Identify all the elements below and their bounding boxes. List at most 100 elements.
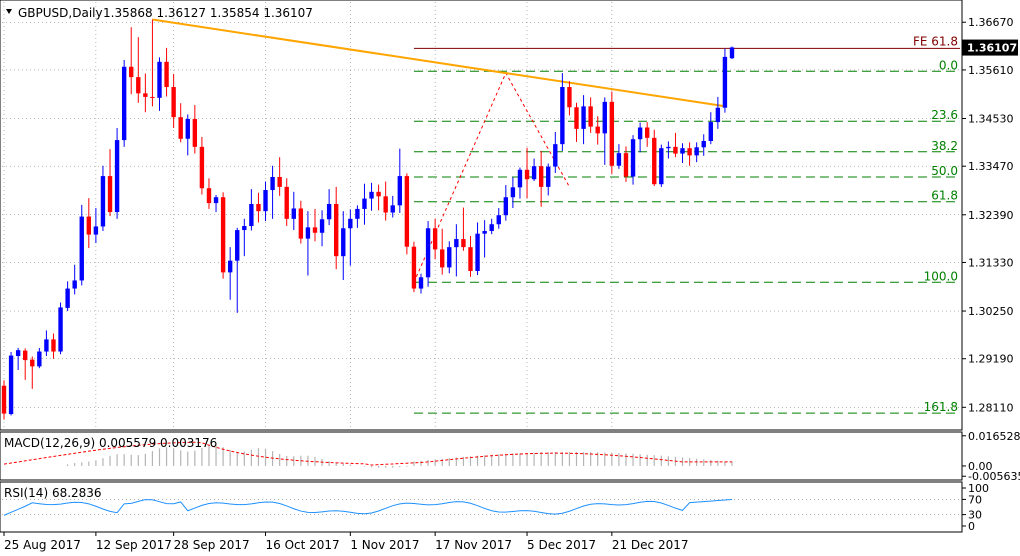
candle-body [644, 127, 650, 138]
candle [79, 204, 84, 286]
candle-body [341, 228, 346, 257]
candle-body [199, 146, 205, 189]
candle [227, 247, 233, 300]
candle-body [461, 239, 466, 248]
candle-body [701, 141, 706, 148]
candle [213, 194, 219, 213]
rsi-tick-label: 30 [968, 509, 982, 522]
candle [475, 222, 480, 276]
fe-level-label: FE 61.8 [913, 34, 958, 48]
price-tick-label: 1.35610 [968, 64, 1014, 77]
candle-body [680, 148, 685, 154]
date-tick-label: 1 Nov 2017 [350, 538, 419, 552]
candle-body [355, 208, 360, 219]
candle-body [531, 166, 537, 180]
candle [595, 116, 600, 145]
candle-body [595, 126, 600, 134]
candle-body [136, 77, 141, 94]
candle-body [227, 260, 233, 273]
candle-body [581, 106, 586, 129]
candle-body [574, 107, 579, 129]
fib-level-label: 23.6 [931, 108, 958, 122]
candle-body [729, 47, 735, 59]
candle [72, 264, 77, 295]
candle [418, 273, 424, 294]
candle-body [312, 227, 318, 233]
rsi-panel-frame [0, 481, 963, 533]
candle-body [560, 87, 565, 145]
candle [701, 134, 706, 156]
candle-body [510, 187, 516, 198]
trendline-layer [152, 18, 726, 283]
price-tick-label: 1.30250 [968, 305, 1014, 318]
candle-body [496, 215, 501, 225]
candle-body [171, 87, 176, 118]
candle [312, 208, 318, 242]
candle-body [8, 355, 14, 415]
candle-body [30, 359, 35, 367]
candle [574, 102, 579, 142]
candle-body [524, 169, 530, 180]
candle-body [623, 153, 629, 177]
candle-body [249, 203, 254, 227]
candle [100, 165, 106, 231]
candle-body [411, 246, 417, 289]
candle-body [546, 166, 551, 187]
rsi-tick-label: 0 [968, 520, 975, 533]
candle-body [440, 249, 445, 268]
candle [644, 122, 650, 147]
collapse-triangle-icon[interactable] [6, 9, 12, 14]
candle-body [79, 216, 84, 281]
candle [461, 207, 466, 251]
macd-signal-line [3, 441, 732, 466]
date-tick-label: 17 Nov 2017 [435, 538, 512, 552]
candle-body [107, 176, 113, 213]
candle-body [114, 140, 120, 213]
candles-layer [1, 19, 735, 420]
candle [560, 73, 565, 151]
candle-body [630, 139, 636, 177]
candle [447, 241, 452, 274]
candle-body [454, 239, 459, 248]
candle [121, 60, 127, 147]
candle-body [178, 117, 183, 139]
candle [319, 210, 325, 247]
candle-body [206, 188, 212, 204]
candle-body [503, 197, 509, 216]
candle [482, 220, 487, 258]
candle [58, 302, 63, 355]
candle-body [23, 350, 28, 361]
candle-body [376, 191, 381, 197]
candle [503, 185, 509, 221]
fibonacci-levels: 0.0 23.6 38.2 50.0 61.8 100.0 161.8 FE 61.8 [413, 34, 960, 414]
fib-level-label: 161.8 [924, 400, 958, 414]
candle [553, 132, 558, 173]
candle [659, 144, 664, 187]
candle [284, 178, 289, 227]
candle [454, 224, 459, 277]
fib-level-label: 38.2 [931, 139, 958, 153]
candle [171, 73, 176, 128]
candle [199, 136, 205, 195]
candle [326, 189, 332, 226]
candle [468, 235, 473, 277]
candle [348, 209, 353, 266]
candle-body [609, 101, 615, 166]
candle-body [44, 339, 49, 352]
candle-body [235, 230, 240, 261]
candle-body [432, 228, 438, 250]
candle [185, 114, 190, 156]
candle-body [659, 148, 664, 185]
candle [362, 183, 367, 225]
candle [164, 47, 169, 97]
candle-body [157, 61, 162, 98]
candle-body [72, 280, 77, 289]
date-tick-label: 12 Sep 2017 [96, 538, 172, 552]
candle-body [305, 227, 311, 239]
candle-body [708, 122, 713, 142]
candle-body [348, 218, 353, 229]
candle [538, 150, 544, 207]
candle-body [553, 144, 558, 167]
